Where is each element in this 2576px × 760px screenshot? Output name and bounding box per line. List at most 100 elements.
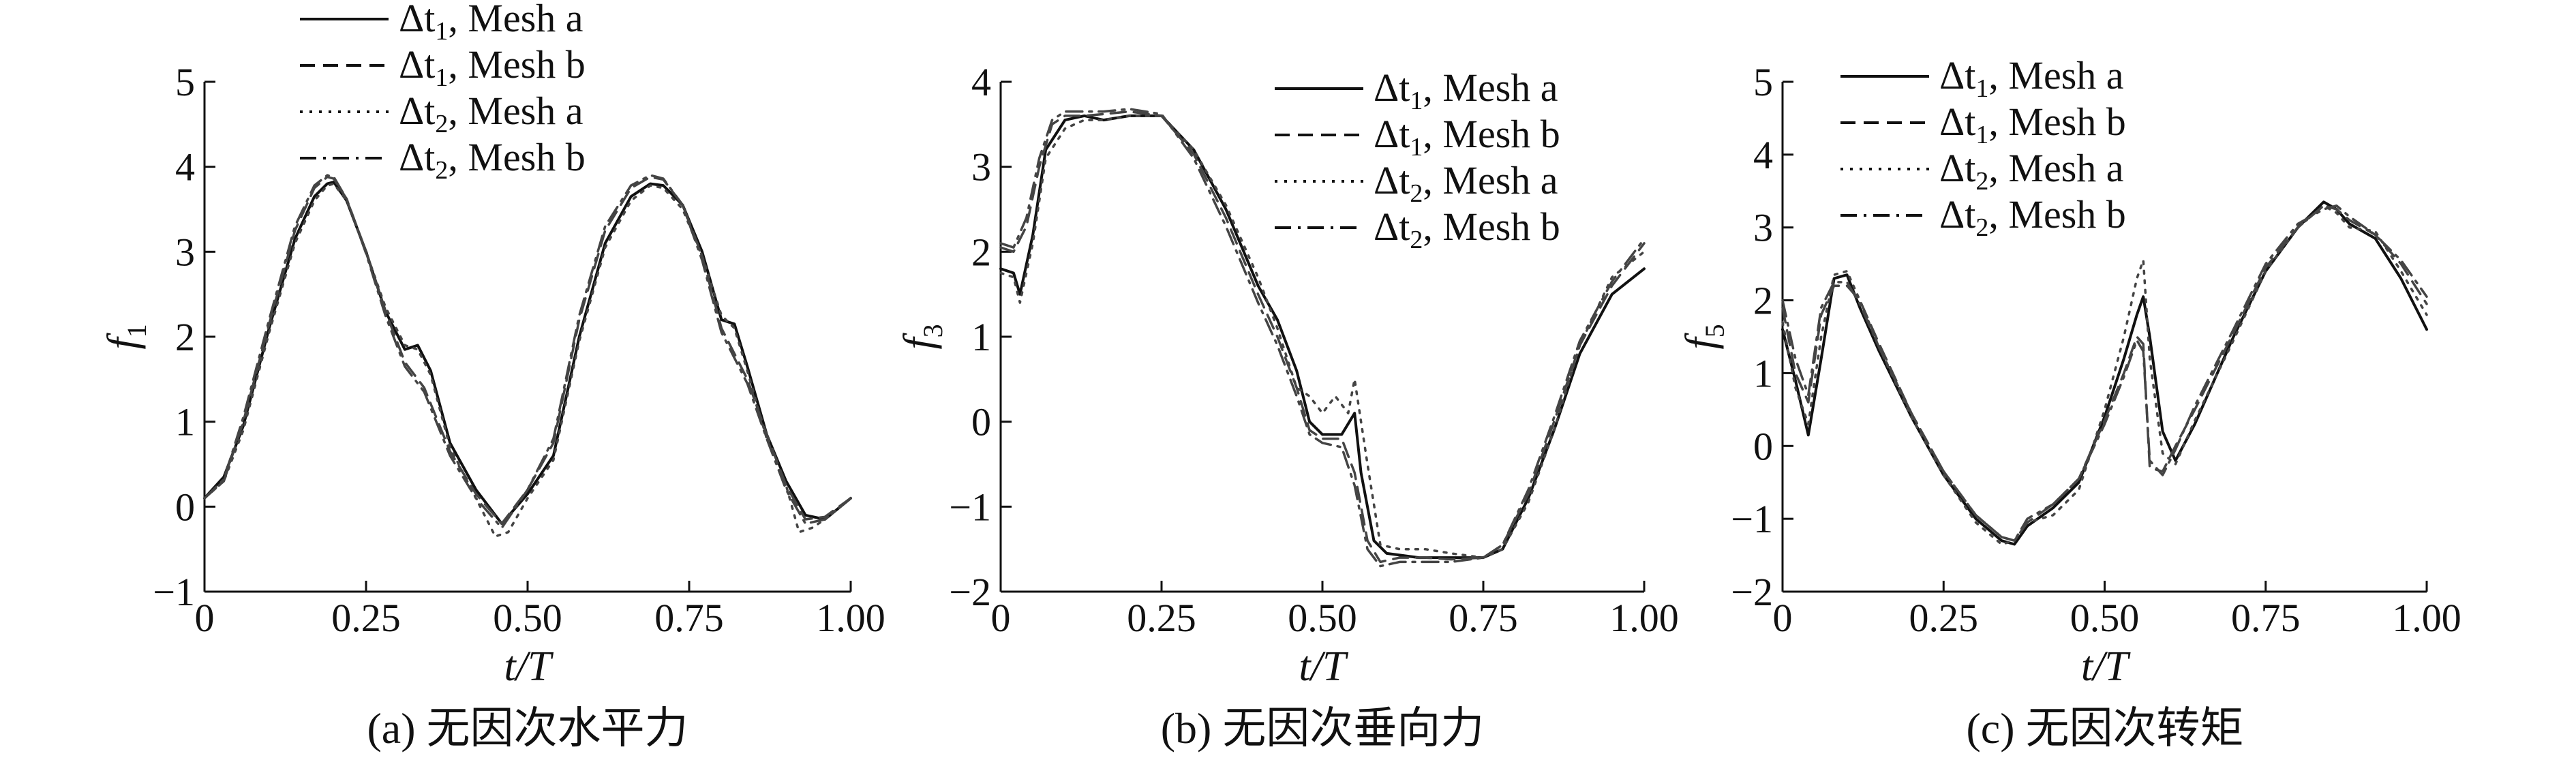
y-axis-title: f5 [1678,324,1730,349]
series-line-solid [1781,200,2428,546]
legend-entry-sub: 2 [1410,226,1423,254]
legend-entry-rest: , Mesh b [448,42,585,87]
legend-entry-main: Δt [1939,146,1975,190]
legend-entry-main: Δt [1939,192,1975,237]
y-tick-label: 0 [971,400,991,444]
series-line-dashdot [999,108,1646,568]
series-line-dashed [999,110,1646,564]
legend-entry-main: Δt [1939,53,1975,97]
x-tick-label: 0.75 [654,596,724,640]
x-tick-label: 1.00 [2392,596,2461,640]
legend-entry-sub: 1 [1410,87,1423,115]
legend-entry-main: Δt [1374,158,1410,202]
legend-entry-main: Δt [399,135,435,179]
x-tick-label: 0.50 [1288,596,1357,640]
y-axis-title-sub: 3 [918,324,948,337]
legend-entry-rest: , Mesh b [1423,112,1560,156]
y-axis-title: f1 [100,324,152,349]
legend-entry-main: Δt [1374,204,1410,249]
legend-entry: Δt2, Mesh b [1939,192,2126,242]
y-axis-title: f3 [896,324,948,349]
legend-entry-sub: 1 [1975,74,1988,103]
y-tick-label: 4 [971,60,991,104]
legend-entry: Δt1, Mesh a [1939,53,2124,103]
panel-caption: (b) 无因次垂向力 [1161,704,1485,753]
series-line-dotted [203,182,852,538]
y-tick-label: 1 [971,315,991,359]
x-tick-label: 0.75 [1449,596,1518,640]
y-axis-title-sub: 1 [121,324,152,337]
y-tick-label: 3 [971,145,991,189]
legend-entry-rest: , Mesh a [1423,65,1558,110]
legend-entry: Δt2, Mesh b [399,135,586,185]
legend-entry-sub: 2 [1410,179,1423,208]
x-axis-title: t/T [504,643,554,690]
y-tick-label: 0 [175,485,195,529]
x-tick-label: 0.25 [1909,596,1979,640]
y-tick-label: 5 [175,60,195,104]
x-axis-title: t/T [2081,643,2131,690]
x-tick-label: 0 [1773,596,1793,640]
y-tick-label: 3 [175,230,195,274]
legend-entry-main: Δt [1374,112,1410,156]
legend-entry-sub: 1 [1410,133,1423,162]
panel-caption: (a) 无因次水平力 [367,704,688,753]
y-tick-label: 0 [1753,424,1773,468]
legend-entry-sub: 2 [435,156,448,185]
legend-entry-rest: , Mesh a [1988,146,2123,190]
legend-entry-main: Δt [1939,100,1975,144]
series-line-dotted [999,115,1646,559]
legend-entry: Δt2, Mesh a [399,89,584,138]
legend-entry-main: Δt [399,42,435,87]
y-tick-label: 4 [175,145,195,189]
legend-entry-rest: , Mesh a [448,89,583,133]
x-tick-label: 0.75 [2231,596,2301,640]
y-tick-label: 4 [1753,133,1773,177]
legend-entry-rest: , Mesh b [1988,192,2125,237]
y-tick-label: −1 [153,570,195,614]
series-line-dashdot [203,174,852,530]
y-tick-label: −1 [1731,497,1773,541]
legend-entry-main: Δt [399,0,435,40]
legend-entry: Δt2, Mesh a [1939,146,2124,196]
legend-entry: Δt2, Mesh a [1374,158,1558,208]
legend-entry-main: Δt [399,89,435,133]
y-tick-label: 2 [971,230,991,274]
series-line-solid [203,181,852,526]
y-tick-label: 5 [1753,60,1773,104]
x-tick-label: 0.50 [493,596,562,640]
y-tick-label: 2 [175,315,195,359]
y-tick-label: 2 [1753,279,1773,323]
legend-entry: Δt2, Mesh b [1374,204,1560,254]
legend-entry-rest: , Mesh b [1423,204,1560,249]
y-tick-label: 3 [1753,206,1773,250]
x-axis-title: t/T [1299,643,1349,690]
panel-caption: (c) 无因次转矩 [1966,704,2243,753]
legend-entry-main: Δt [1374,65,1410,110]
y-tick-label: −2 [1731,570,1773,614]
legend-entry-rest: , Mesh a [1988,53,2123,97]
x-tick-label: 1.00 [816,596,885,640]
x-tick-label: 0.25 [1127,596,1196,640]
legend-entry: Δt1, Mesh b [1374,112,1560,162]
x-tick-label: 0 [991,596,1011,640]
legend-entry-sub: 1 [1975,121,1988,149]
legend-entry: Δt1, Mesh b [1939,100,2126,149]
legend-entry: Δt1, Mesh a [399,0,584,46]
y-tick-label: 1 [1753,351,1773,395]
legend-entry-rest: , Mesh a [1423,158,1558,202]
legend-entry-sub: 2 [1975,167,1988,196]
y-axis-title-sub: 5 [1699,324,1730,337]
series-line-dashdot [1781,204,2428,542]
series-line-dashed [1781,204,2428,542]
y-tick-label: −1 [949,485,991,529]
legend-entry: Δt1, Mesh a [1374,65,1558,115]
x-tick-label: 0.25 [331,596,401,640]
x-tick-label: 0.50 [2070,596,2140,640]
legend-entry-rest: , Mesh a [448,0,583,40]
legend-entry-rest: , Mesh b [1988,100,2125,144]
series-line-dotted [1781,204,2428,546]
